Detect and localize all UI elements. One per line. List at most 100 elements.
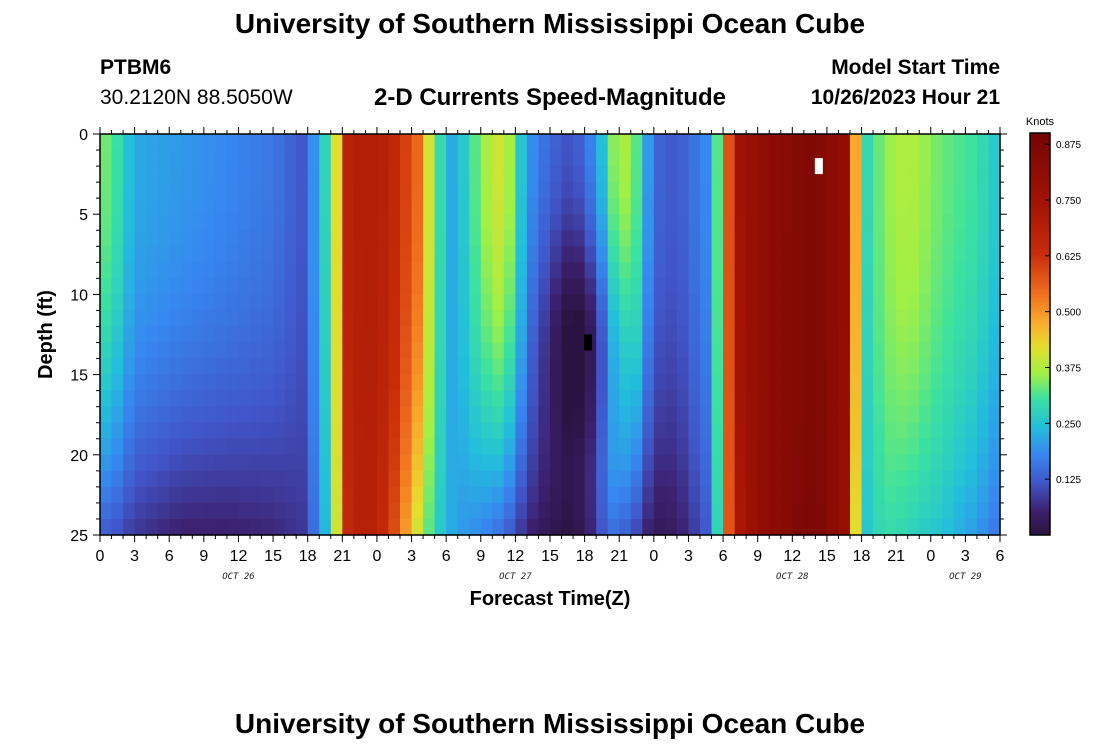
heatmap-cell	[873, 246, 886, 263]
heatmap-cell	[365, 374, 378, 392]
heatmap-cell	[226, 390, 240, 408]
heatmap-cell	[423, 294, 436, 312]
heatmap-cell	[134, 406, 147, 424]
heatmap-cell	[630, 358, 643, 376]
heatmap-cell	[746, 230, 759, 247]
heatmap-cell	[653, 166, 666, 183]
heatmap-cell	[319, 214, 332, 231]
heatmap-cell	[780, 518, 793, 536]
heatmap-cell	[711, 262, 724, 279]
heatmap-cell	[469, 438, 482, 456]
heatmap-cell	[492, 374, 505, 392]
heatmap-cell	[492, 134, 505, 151]
heatmap-cell	[226, 502, 240, 520]
heatmap-cell	[792, 326, 805, 344]
heatmap-cell	[734, 326, 747, 344]
heatmap-cell	[861, 166, 874, 183]
heatmap-cell	[365, 518, 378, 536]
heatmap-cell	[261, 342, 274, 360]
heatmap-cell	[988, 326, 1001, 344]
heatmap-cell	[642, 454, 655, 472]
heatmap-cell	[746, 502, 759, 520]
heatmap-cell	[446, 374, 459, 392]
heatmap-cell	[111, 246, 124, 263]
heatmap-cell	[723, 198, 736, 215]
heatmap-cell	[561, 166, 574, 183]
heatmap-cell	[111, 342, 124, 360]
heatmap-cell	[261, 438, 274, 456]
heatmap-cell	[400, 230, 413, 247]
heatmap-cell	[873, 262, 886, 279]
heatmap-cell	[353, 518, 366, 536]
heatmap-cell	[665, 486, 678, 504]
heatmap-cell	[192, 406, 205, 424]
heatmap-cell	[596, 310, 609, 328]
heatmap-cell	[446, 422, 459, 440]
heatmap-cell	[250, 326, 263, 344]
heatmap-cell	[157, 470, 170, 488]
heatmap-cell	[180, 230, 193, 247]
heatmap-cell	[746, 422, 759, 440]
x-tick-label: 0	[372, 548, 381, 565]
heatmap-cell	[988, 518, 1001, 536]
heatmap-cell	[261, 134, 274, 151]
heatmap-cell	[815, 134, 828, 151]
heatmap-cell	[803, 374, 816, 392]
heatmap-cell	[100, 294, 113, 312]
heatmap-cell	[492, 230, 505, 247]
heatmap-cell	[100, 486, 113, 504]
heatmap-cell	[515, 198, 528, 215]
heatmap-cell	[503, 310, 516, 328]
heatmap-cell	[261, 230, 274, 247]
heatmap-cell	[169, 198, 182, 215]
heatmap-cell	[815, 246, 828, 263]
heatmap-cell	[411, 518, 424, 536]
heatmap-cell	[780, 278, 793, 295]
heatmap-cell	[503, 230, 516, 247]
heatmap-cell	[273, 278, 286, 295]
heatmap-cell	[446, 230, 459, 247]
heatmap-cell	[100, 310, 113, 328]
heatmap-cell	[261, 374, 274, 392]
heatmap-cell	[757, 438, 770, 456]
heatmap-cell	[665, 166, 678, 183]
heatmap-cell	[538, 422, 551, 440]
heatmap-cell	[330, 470, 343, 488]
heatmap-cell	[215, 374, 228, 392]
heatmap-cell	[365, 230, 378, 247]
heatmap-cell	[469, 518, 482, 536]
heatmap-cell	[411, 182, 424, 199]
date-label: OCT 27	[499, 572, 532, 582]
heatmap-cell	[169, 182, 182, 199]
heatmap-cell	[780, 134, 793, 151]
heatmap-cell	[123, 166, 136, 183]
heatmap-cell	[826, 502, 840, 520]
heatmap-cell	[734, 246, 747, 263]
heatmap-cell	[873, 278, 886, 295]
heatmap-cell	[411, 150, 424, 167]
x-tick-label: 12	[230, 548, 248, 565]
heatmap-cell	[803, 470, 816, 488]
heatmap-cell	[492, 486, 505, 504]
heatmap-cell	[988, 182, 1001, 199]
heatmap-cell	[907, 198, 920, 215]
heatmap-cell	[157, 214, 170, 231]
heatmap-cell	[503, 454, 516, 472]
heatmap-cell	[988, 470, 1001, 488]
heatmap-cell	[803, 166, 816, 183]
heatmap-cell	[919, 230, 932, 247]
heatmap-cell	[619, 454, 632, 472]
heatmap-cell	[307, 294, 320, 312]
heatmap-cell	[792, 358, 805, 376]
heatmap-cell	[780, 374, 793, 392]
heatmap-cell	[192, 278, 205, 295]
heatmap-cell	[284, 454, 297, 472]
heatmap-cell	[688, 230, 701, 247]
heatmap-cell	[746, 470, 759, 488]
heatmap-cell	[630, 342, 643, 360]
heatmap-cell	[723, 326, 736, 344]
heatmap-cell	[400, 198, 413, 215]
heatmap-cell	[573, 406, 586, 424]
heatmap-cell	[353, 310, 366, 328]
heatmap-cell	[596, 198, 609, 215]
